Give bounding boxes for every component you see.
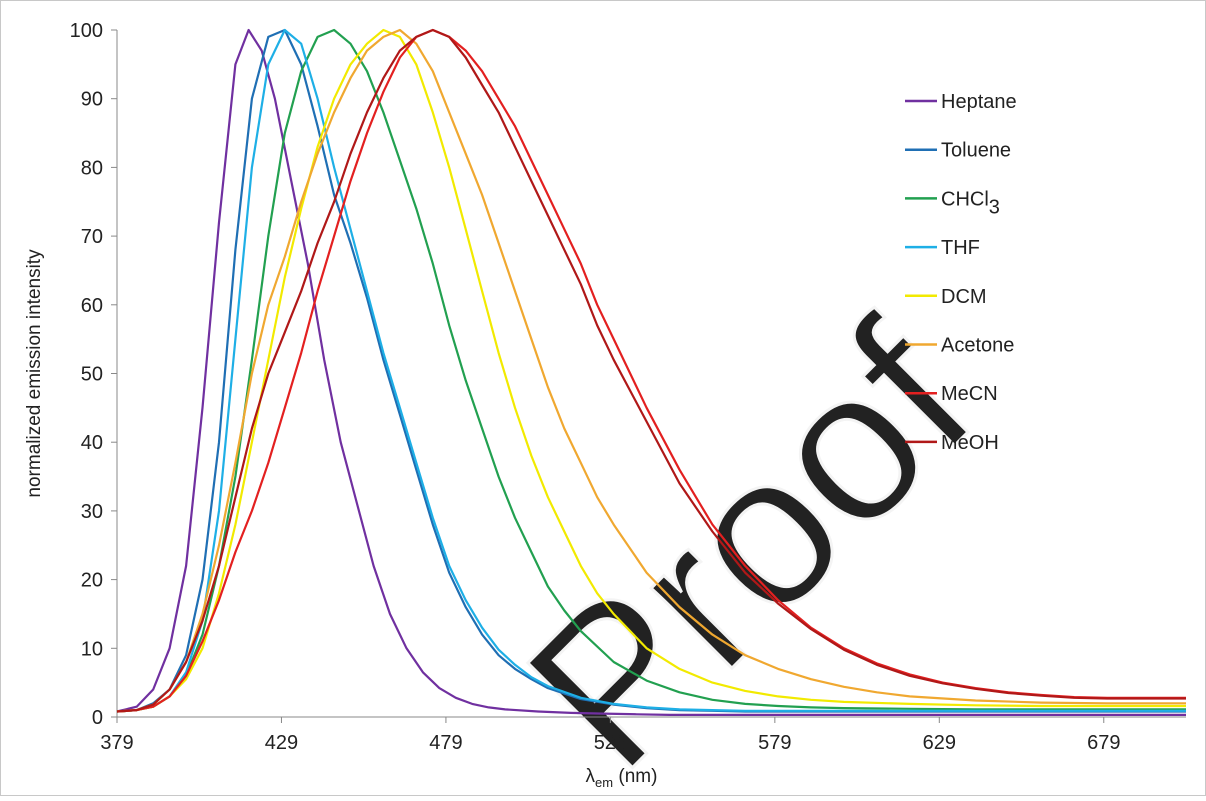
- legend-label: Toluene: [941, 140, 1011, 162]
- y-tick-label: 90: [81, 89, 103, 111]
- legend: Heptane Toluene CHCl3 THF DCM Acetone MeCN MeOH: [905, 91, 1017, 454]
- y-tick-label: 30: [81, 501, 103, 523]
- y-axis-label: normalized emission intensity: [24, 249, 45, 498]
- series-line-chcl3: [116, 28, 1186, 713]
- series-line-dcm: [116, 28, 1186, 713]
- y-tick-label: 20: [81, 570, 103, 592]
- y-tick-label: 50: [81, 364, 103, 386]
- y-tick-label: 100: [70, 20, 103, 42]
- legend-label: MeOH: [941, 432, 999, 454]
- y-tick-label: 80: [81, 157, 103, 179]
- series-line-acetone: [116, 28, 1186, 713]
- series-line-thf: [116, 28, 1186, 713]
- series-line-meoh: [116, 28, 1186, 713]
- legend-label: Heptane: [941, 91, 1017, 113]
- series-line-mecn: [116, 28, 1186, 713]
- y-tick-label: 40: [81, 432, 103, 454]
- series-line-heptane: [116, 28, 1186, 716]
- series-lines: [116, 28, 1186, 716]
- x-tick-label: 429: [265, 732, 298, 754]
- x-axis-label: λem (nm): [586, 766, 658, 790]
- x-tick-label: 629: [923, 732, 956, 754]
- y-tick-label: 0: [92, 707, 103, 729]
- x-tick-label: 379: [100, 732, 133, 754]
- legend-label: MeCN: [941, 383, 998, 405]
- x-tick-label: 679: [1087, 732, 1120, 754]
- legend-label: CHCl3: [941, 188, 1000, 218]
- y-tick-label: 60: [81, 295, 103, 317]
- y-tick-label: 10: [81, 638, 103, 660]
- x-tick-label: 529: [594, 732, 627, 754]
- legend-label: Acetone: [941, 335, 1014, 357]
- x-tick-label: 479: [429, 732, 462, 754]
- legend-label: THF: [941, 237, 980, 259]
- axes: 0 10 20 30 40 50 60 70 80 90 100 379 429 479 529 579 629…: [24, 20, 1186, 790]
- y-tick-label: 70: [81, 226, 103, 248]
- legend-label: DCM: [941, 286, 987, 308]
- x-tick-label: 579: [758, 732, 791, 754]
